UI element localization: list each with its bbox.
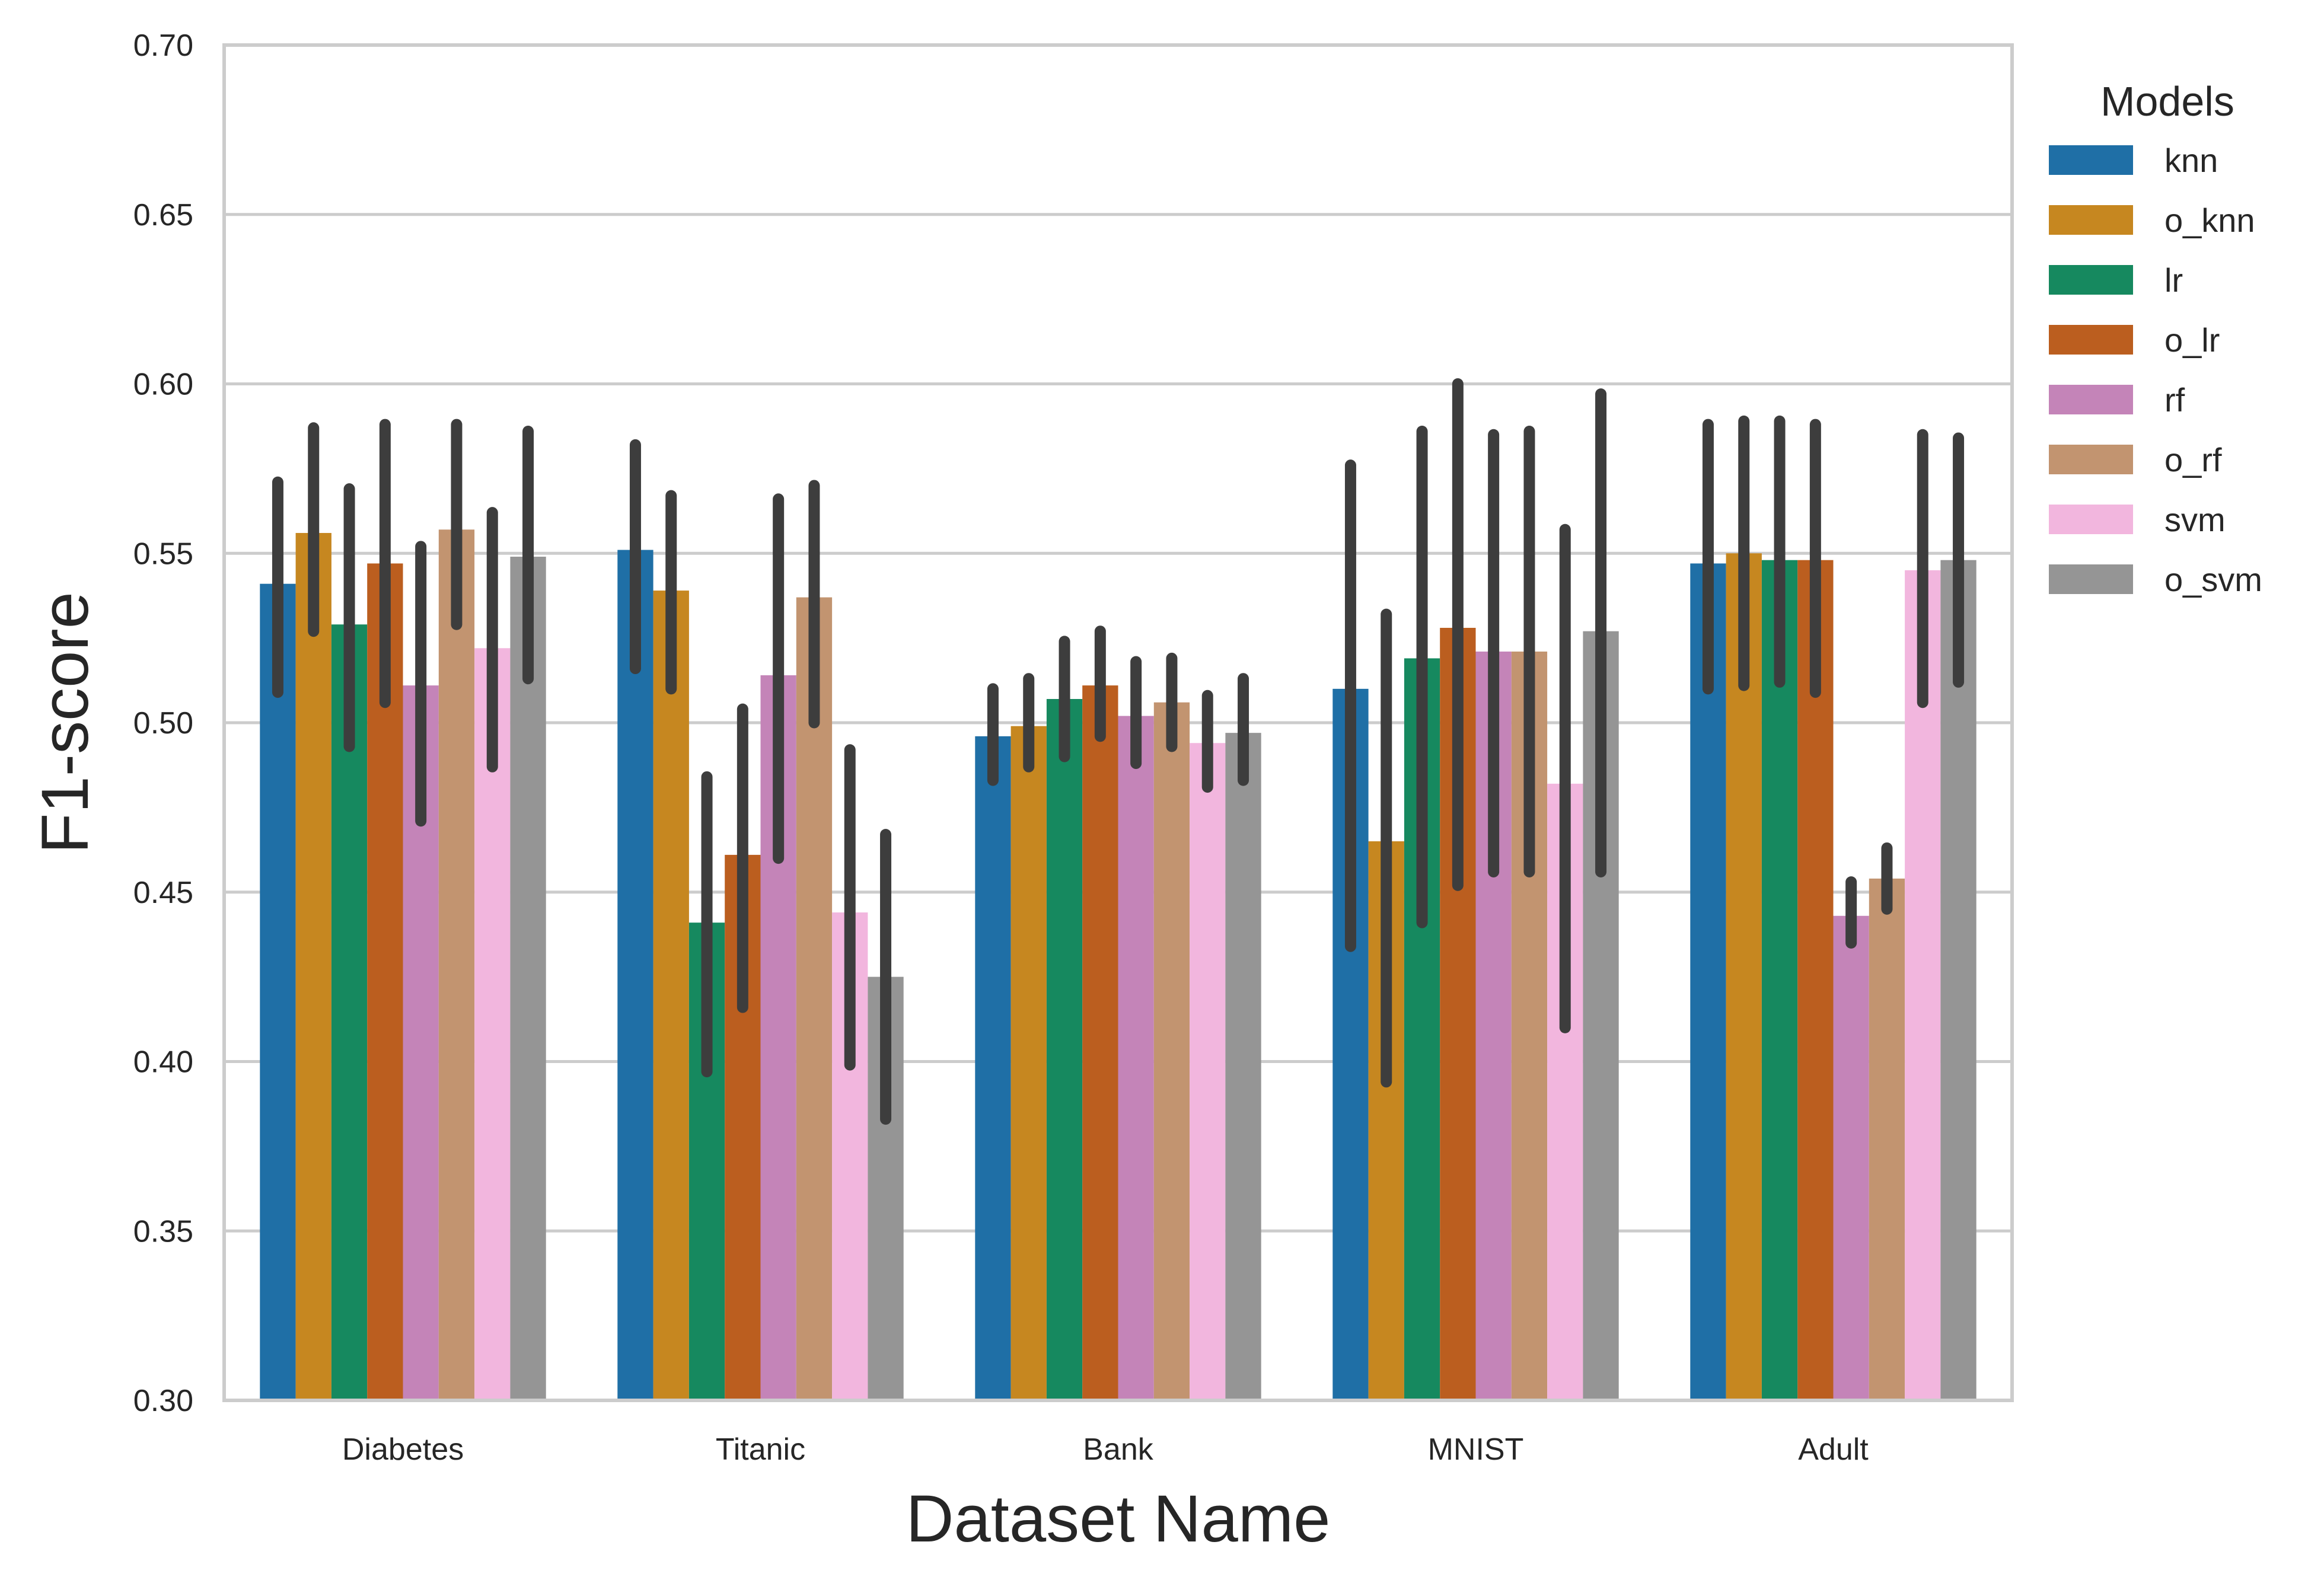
x-axis-title: Dataset Name	[906, 1482, 1331, 1556]
bar-o_rf-titanic	[796, 597, 833, 1401]
legend-swatch-svm	[2049, 505, 2133, 534]
bar-knn-bank	[975, 736, 1011, 1400]
legend-label-rf: rf	[2164, 381, 2185, 419]
bar-rf-adult	[1833, 915, 1869, 1400]
y-tick-labels: 0.30 0.35 0.40 0.45 0.50 0.55 0.60 0.65 0.70	[133, 28, 193, 1418]
x-tick-label: Adult	[1798, 1432, 1869, 1467]
bar-o_knn-titanic	[653, 590, 689, 1400]
bar-o_knn-adult	[1726, 553, 1762, 1400]
legend-label-svm: svm	[2164, 501, 2226, 538]
y-tick-label: 0.55	[133, 537, 193, 571]
x-tick-label: Diabetes	[342, 1432, 464, 1467]
bar-lr-diabetes	[331, 624, 368, 1400]
y-axis-title: F1-score	[28, 592, 102, 854]
legend-label-knn: knn	[2164, 142, 2218, 179]
legend-swatch-o_svm	[2049, 564, 2133, 594]
legend-label-o_rf: o_rf	[2164, 441, 2222, 478]
y-tick-label: 0.65	[133, 198, 193, 232]
legend-label-o_svm: o_svm	[2164, 561, 2262, 598]
bar-lr-bank	[1046, 698, 1083, 1400]
y-tick-label: 0.45	[133, 876, 193, 910]
x-tick-label: MNIST	[1428, 1432, 1524, 1467]
legend-swatch-lr	[2049, 265, 2133, 295]
legend-swatch-knn	[2049, 145, 2133, 175]
bar-o_knn-bank	[1010, 726, 1047, 1400]
y-tick-label: 0.70	[133, 28, 193, 63]
bar-knn-adult	[1690, 563, 1726, 1400]
legend-label-o_lr: o_lr	[2164, 321, 2220, 359]
legend-swatch-rf	[2049, 385, 2133, 414]
bar-o_rf-diabetes	[438, 529, 475, 1400]
bar-o_lr-adult	[1797, 560, 1834, 1401]
bar-rf-bank	[1118, 716, 1154, 1400]
y-tick-label: 0.60	[133, 368, 193, 402]
x-tick-labels: Diabetes Titanic Bank MNIST Adult	[342, 1432, 1869, 1467]
bar-svm-diabetes	[474, 648, 511, 1400]
bar-knn-titanic	[617, 550, 653, 1401]
plot-frame	[222, 43, 2014, 1402]
bars	[260, 529, 1976, 1401]
y-tick-label: 0.40	[133, 1045, 193, 1080]
x-tick-label: Titanic	[716, 1432, 805, 1467]
bar-svm-bank	[1190, 743, 1226, 1400]
bar-o_knn-diabetes	[295, 532, 331, 1401]
bar-svm-adult	[1905, 570, 1941, 1401]
y-tick-label: 0.50	[133, 706, 193, 740]
legend-title: Models	[2100, 78, 2234, 125]
x-tick-label: Bank	[1083, 1432, 1154, 1467]
bar-o_lr-bank	[1082, 685, 1118, 1400]
bar-o_svm-adult	[1940, 560, 1976, 1401]
legend-swatch-o_rf	[2049, 445, 2133, 474]
legend-swatch-o_knn	[2049, 205, 2133, 235]
bar-o_rf-bank	[1153, 702, 1190, 1400]
legend-label-lr: lr	[2164, 261, 2183, 299]
bar-knn-diabetes	[260, 583, 296, 1400]
y-tick-label: 0.35	[133, 1214, 193, 1249]
bar-o_svm-diabetes	[510, 556, 546, 1400]
legend-label-o_knn: o_knn	[2164, 202, 2255, 239]
legend-swatch-o_lr	[2049, 325, 2133, 355]
bar-o_svm-bank	[1225, 733, 1261, 1400]
bar-o_rf-adult	[1869, 878, 1905, 1400]
bar-lr-adult	[1761, 560, 1798, 1401]
y-tick-label: 0.30	[133, 1384, 193, 1418]
error-bars	[272, 378, 1965, 1125]
